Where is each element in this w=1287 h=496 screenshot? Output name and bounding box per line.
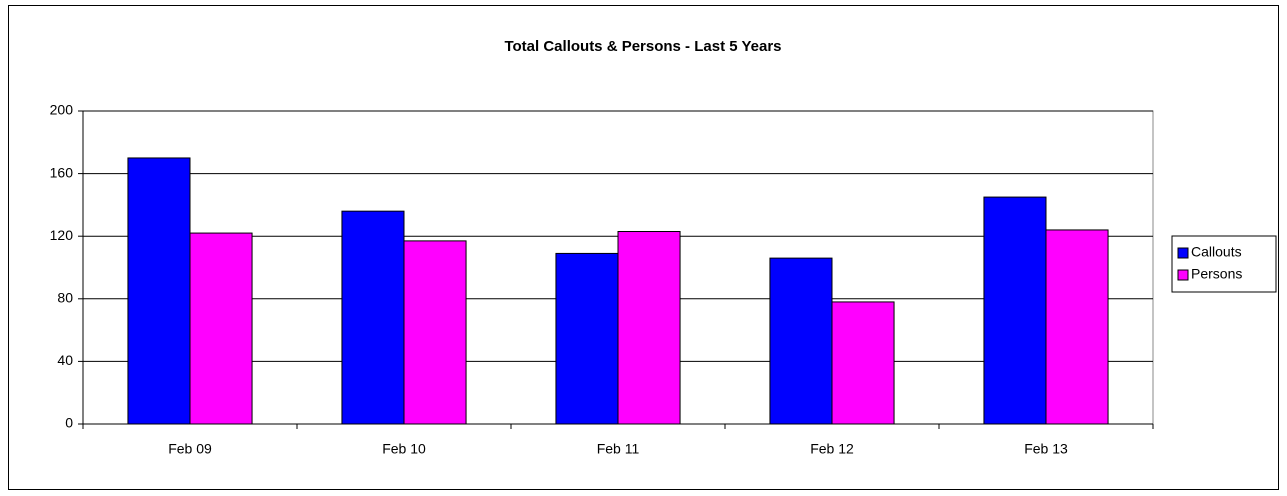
legend-swatch [1177,247,1189,259]
y-tick-label: 0 [65,415,73,431]
legend-label: Callouts [1191,244,1242,260]
x-tick-label: Feb 12 [810,441,854,457]
y-tick-label: 40 [57,352,73,368]
bar [555,252,619,425]
y-tick-label: 160 [50,164,74,180]
y-tick-label: 120 [50,227,74,243]
x-tick-label: Feb 11 [597,441,640,457]
y-tick-label: 80 [57,290,73,306]
bar [769,257,833,425]
y-tick-label: 200 [50,102,74,118]
bar [1045,229,1109,425]
x-tick-label: Feb 10 [382,441,426,457]
chart-title: Total Callouts & Persons - Last 5 Years [504,38,781,55]
bar [341,210,405,425]
bar [403,240,467,425]
x-tick-label: Feb 09 [168,441,212,457]
bar [831,301,895,425]
bar [189,232,253,425]
legend-swatch [1177,269,1189,281]
x-tick-label: Feb 13 [1024,441,1068,457]
bar [127,157,191,425]
legend-box [1171,235,1277,293]
legend-label: Persons [1191,266,1242,282]
bar [983,196,1047,425]
bar [617,231,681,425]
